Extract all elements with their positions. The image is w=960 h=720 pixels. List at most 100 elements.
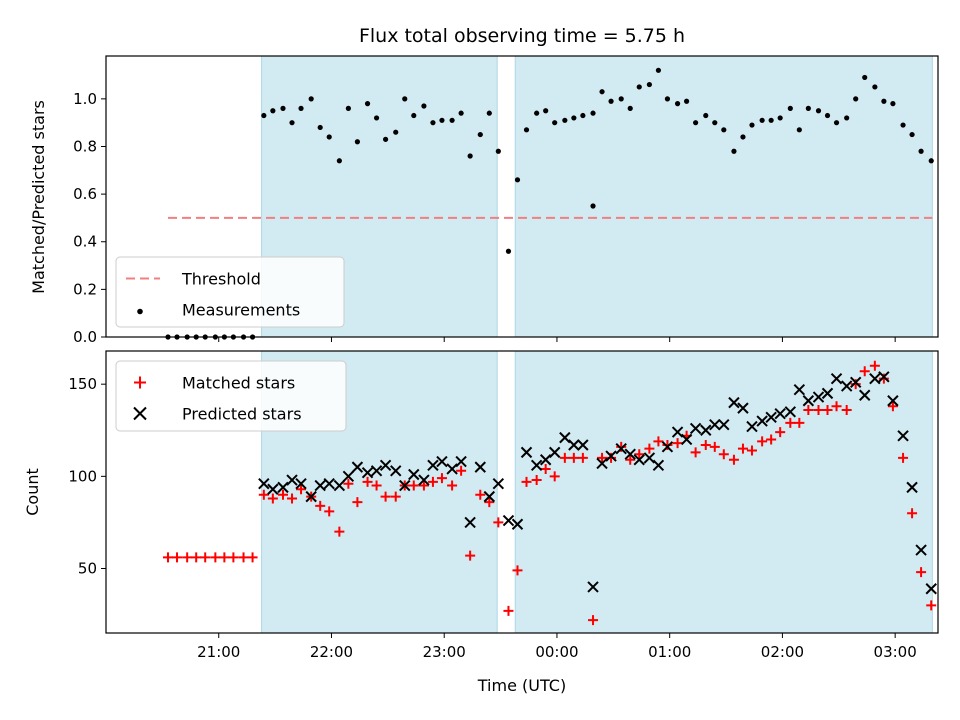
observing-window — [514, 55, 933, 338]
measurements-point — [486, 110, 492, 116]
matched-stars-point — [588, 615, 599, 626]
measurements-point — [270, 108, 276, 114]
measurements-point — [467, 153, 473, 159]
matched-stars-point — [926, 600, 937, 611]
y-tick-label: 0.6 — [73, 185, 97, 203]
measurements-point — [364, 101, 371, 107]
matched-stars-point — [390, 491, 401, 502]
predicted-stars-point — [520, 446, 533, 459]
predicted-stars-point — [700, 424, 712, 436]
matched-stars-point — [277, 489, 288, 500]
predicted-stars-point — [728, 396, 740, 409]
measurements-point — [796, 127, 802, 133]
matched-stars-point — [408, 480, 419, 491]
predicted-stars-point — [379, 459, 392, 471]
measurements-point — [289, 120, 295, 126]
matched-stars-point — [757, 436, 768, 447]
measurements-point — [627, 105, 633, 111]
predicted-stars-point — [295, 477, 307, 490]
measurements-point — [562, 117, 568, 123]
matched-stars-point — [540, 463, 551, 474]
predicted-stars-point — [812, 391, 825, 403]
matched-stars-point — [766, 434, 777, 445]
measurements-point — [336, 158, 342, 164]
matched-stars-point — [219, 552, 230, 563]
ratio-panel: 0.0 0.2 0.4 0.6 0.8 1.0 Threshold Measurements — [73, 55, 939, 346]
measurements-point — [534, 110, 540, 116]
measurements-point — [636, 84, 642, 90]
predicted-stars-point — [436, 455, 448, 468]
matched-stars-point — [822, 404, 833, 415]
matched-stars-point — [728, 454, 739, 465]
legend-label: Threshold — [181, 270, 261, 289]
measurements-point — [514, 177, 521, 183]
matched-stars-point — [577, 452, 588, 463]
matched-stars-point — [859, 366, 870, 377]
matched-stars-point — [210, 552, 221, 563]
predicted-stars-point — [446, 463, 458, 475]
matched-stars-point — [878, 373, 889, 384]
matched-stars-point — [709, 441, 720, 452]
matched-stars-point — [831, 401, 842, 412]
matched-stars-point — [182, 552, 193, 563]
measurements-point — [402, 96, 408, 102]
matched-stars-point — [653, 436, 664, 447]
measurements-point — [900, 122, 906, 128]
predicted-stars-point — [351, 461, 364, 473]
matched-stars-point — [436, 473, 447, 484]
predicted-stars-point — [887, 395, 899, 407]
predicted-stars-point — [492, 477, 505, 490]
predicted-stars-point — [849, 376, 862, 389]
axes-frame — [105, 350, 939, 634]
matched-stars-point — [427, 476, 438, 487]
measurements-point — [599, 89, 605, 95]
measurements-point — [768, 117, 774, 123]
measurements-point — [477, 131, 483, 138]
measurements-point — [881, 98, 887, 104]
measurements-point — [918, 148, 924, 154]
predicted-stars-point — [427, 459, 439, 471]
measurements-point — [326, 134, 332, 140]
measurements-point — [354, 139, 361, 145]
predicted-stars-point — [915, 544, 927, 556]
predicted-stars-point — [897, 430, 909, 442]
predicted-stars-point — [633, 454, 645, 466]
measurements-point — [382, 136, 389, 142]
measurements-point — [590, 110, 596, 116]
predicted-stars-point — [390, 465, 402, 477]
y-tick-label: 150 — [68, 375, 97, 393]
measurements-point — [909, 131, 915, 138]
measurements-point — [505, 248, 512, 254]
predicted-stars-point — [765, 411, 777, 424]
predicted-stars-point — [869, 372, 881, 385]
y-tick-label: 0.0 — [73, 328, 97, 346]
predicted-stars-point — [652, 459, 665, 471]
y-tick-label: 0.2 — [73, 280, 97, 298]
matched-stars-point — [690, 447, 701, 458]
y-tick-label: 100 — [68, 467, 97, 485]
x-tick-label: 21:00 — [197, 643, 240, 661]
matched-stars-point — [785, 417, 796, 428]
predicted-stars-point — [474, 461, 486, 473]
measurements-point — [853, 96, 859, 102]
measurements-point — [345, 105, 351, 111]
measurements-point — [862, 74, 868, 81]
measurements-point — [890, 101, 896, 107]
predicted-stars-point — [830, 372, 843, 385]
measurements-point — [523, 127, 530, 133]
matched-stars-point — [634, 449, 645, 460]
predicted-stars-point — [464, 516, 476, 529]
predicted-stars-point — [267, 483, 279, 495]
measurements-point — [411, 112, 417, 119]
observing-window — [514, 350, 933, 634]
measurements-point — [439, 117, 445, 123]
matched-stars-point — [841, 404, 852, 415]
measurements-point — [298, 105, 304, 111]
predicted-stars-point — [718, 419, 730, 431]
measurements-point — [844, 115, 850, 121]
matched-stars-point — [916, 567, 927, 578]
predicted-stars-point — [502, 514, 515, 527]
measurements-point — [787, 105, 793, 111]
x-tick-label: 00:00 — [535, 643, 578, 661]
predicted-stars-point — [624, 448, 636, 460]
